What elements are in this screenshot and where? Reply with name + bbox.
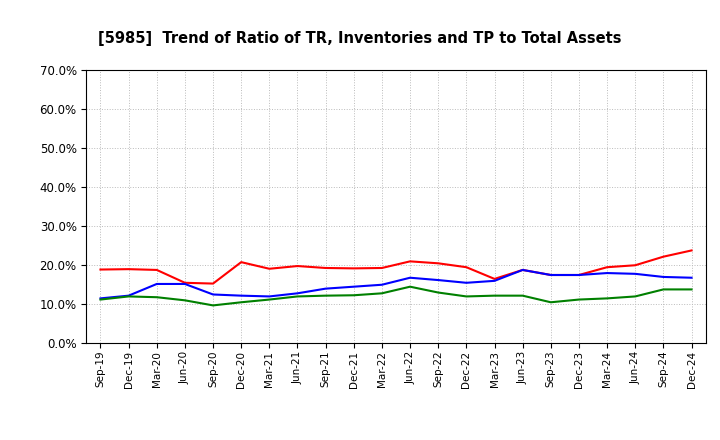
Trade Receivables bbox=[575, 272, 583, 278]
Inventories bbox=[659, 274, 667, 279]
Trade Payables bbox=[96, 297, 105, 302]
Trade Receivables bbox=[321, 265, 330, 271]
Line: Inventories: Inventories bbox=[101, 270, 691, 298]
Trade Receivables bbox=[687, 248, 696, 253]
Trade Payables bbox=[406, 284, 415, 290]
Trade Payables bbox=[575, 297, 583, 302]
Trade Payables bbox=[293, 294, 302, 299]
Trade Receivables bbox=[265, 266, 274, 271]
Line: Trade Payables: Trade Payables bbox=[101, 287, 691, 305]
Inventories bbox=[490, 278, 499, 283]
Trade Receivables bbox=[603, 264, 611, 270]
Trade Receivables bbox=[434, 260, 443, 266]
Trade Receivables bbox=[209, 281, 217, 286]
Inventories bbox=[377, 282, 386, 287]
Inventories bbox=[96, 296, 105, 301]
Trade Payables bbox=[237, 300, 246, 305]
Inventories bbox=[153, 281, 161, 286]
Line: Trade Receivables: Trade Receivables bbox=[101, 250, 691, 283]
Trade Payables bbox=[125, 294, 133, 299]
Inventories bbox=[603, 271, 611, 276]
Inventories bbox=[434, 278, 443, 283]
Trade Receivables bbox=[490, 276, 499, 282]
Inventories bbox=[406, 275, 415, 280]
Inventories bbox=[321, 286, 330, 291]
Inventories bbox=[265, 294, 274, 299]
Trade Receivables bbox=[293, 264, 302, 269]
Trade Payables bbox=[181, 298, 189, 303]
Trade Receivables bbox=[659, 254, 667, 259]
Trade Payables bbox=[546, 300, 555, 305]
Trade Receivables bbox=[518, 267, 527, 272]
Trade Payables bbox=[153, 294, 161, 300]
Trade Payables bbox=[265, 297, 274, 302]
Inventories bbox=[209, 292, 217, 297]
Inventories bbox=[237, 293, 246, 298]
Trade Payables bbox=[321, 293, 330, 298]
Inventories bbox=[125, 293, 133, 298]
Trade Payables bbox=[377, 291, 386, 296]
Trade Payables bbox=[603, 296, 611, 301]
Trade Receivables bbox=[377, 265, 386, 271]
Trade Receivables bbox=[349, 266, 358, 271]
Inventories bbox=[687, 275, 696, 280]
Inventories bbox=[293, 291, 302, 296]
Trade Payables bbox=[490, 293, 499, 298]
Trade Receivables bbox=[96, 267, 105, 272]
Trade Payables bbox=[518, 293, 527, 298]
Inventories bbox=[181, 281, 189, 286]
Trade Receivables bbox=[237, 260, 246, 265]
Inventories bbox=[546, 272, 555, 278]
Inventories bbox=[575, 272, 583, 278]
Trade Payables bbox=[209, 303, 217, 308]
Inventories bbox=[631, 271, 639, 276]
Trade Receivables bbox=[181, 280, 189, 286]
Trade Receivables bbox=[462, 264, 471, 270]
Inventories bbox=[462, 280, 471, 286]
Trade Receivables bbox=[631, 263, 639, 268]
Trade Payables bbox=[687, 287, 696, 292]
Inventories bbox=[518, 267, 527, 272]
Inventories bbox=[349, 284, 358, 290]
Trade Payables bbox=[462, 294, 471, 299]
Trade Receivables bbox=[406, 259, 415, 264]
Trade Receivables bbox=[125, 267, 133, 272]
Trade Payables bbox=[659, 287, 667, 292]
Trade Payables bbox=[631, 294, 639, 299]
Trade Receivables bbox=[546, 272, 555, 278]
Trade Receivables bbox=[153, 267, 161, 272]
Trade Payables bbox=[349, 293, 358, 298]
Trade Payables bbox=[434, 290, 443, 295]
Text: [5985]  Trend of Ratio of TR, Inventories and TP to Total Assets: [5985] Trend of Ratio of TR, Inventories… bbox=[98, 31, 622, 46]
